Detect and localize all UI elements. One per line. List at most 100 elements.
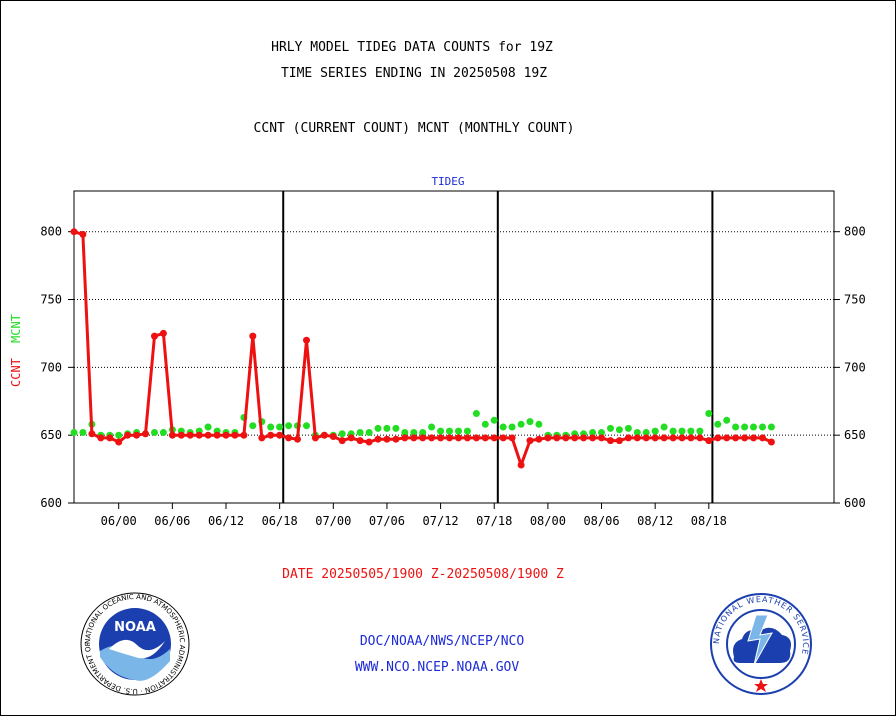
x-tick-label: 07/00: [315, 514, 351, 528]
chart-title-line2: TIME SERIES ENDING IN 20250508 19Z: [280, 66, 548, 81]
data-point-ccnt: [544, 434, 552, 442]
data-point-mcnt: [615, 426, 623, 434]
x-tick-label: 08/12: [637, 514, 673, 528]
website-link[interactable]: WWW.NCO.NCEP.NOAA.GOV: [354, 660, 520, 675]
data-point-mcnt: [410, 429, 418, 436]
data-point-ccnt: [687, 434, 695, 442]
data-point-ccnt: [669, 434, 677, 442]
data-point-mcnt: [723, 416, 731, 424]
data-point-ccnt: [696, 434, 704, 442]
org-path: DOC/NOAA/NWS/NCEP/NCO: [359, 634, 525, 649]
data-point-ccnt: [642, 434, 650, 442]
y-tick-label: 750: [844, 293, 866, 307]
data-point-ccnt: [759, 434, 766, 442]
data-point-mcnt: [455, 427, 462, 435]
data-point-ccnt: [472, 434, 480, 442]
data-point-ccnt: [589, 434, 597, 442]
y-tick-label: 750: [40, 293, 62, 307]
data-point-ccnt: [446, 434, 453, 442]
x-tick-label: 08/18: [691, 514, 727, 528]
data-point-mcnt: [633, 429, 641, 436]
data-point-ccnt: [705, 437, 713, 445]
data-point-ccnt: [508, 434, 516, 442]
y-tick-label: 650: [844, 428, 866, 442]
data-point-ccnt: [732, 434, 740, 442]
data-point-mcnt: [267, 423, 275, 431]
data-point-ccnt: [88, 430, 96, 438]
data-point-ccnt: [115, 438, 123, 446]
data-point-ccnt: [294, 435, 301, 443]
x-tick-label: 07/06: [369, 514, 405, 528]
data-point-mcnt: [419, 429, 427, 436]
data-point-ccnt: [383, 435, 391, 443]
data-point-ccnt: [151, 332, 158, 340]
data-point-mcnt: [651, 427, 659, 435]
data-point-ccnt: [526, 437, 534, 445]
data-point-ccnt: [347, 434, 355, 442]
data-point-mcnt: [660, 423, 668, 431]
data-point-mcnt: [589, 429, 597, 436]
y-tick-label: 600: [844, 496, 866, 510]
data-point-mcnt: [79, 429, 87, 436]
data-point-mcnt: [607, 424, 614, 432]
legend-description: CCNT (CURRENT COUNT) MCNT (MONTHLY COUNT…: [253, 121, 575, 136]
y-axis-label-ccnt: CCNT: [9, 358, 23, 387]
data-point-mcnt: [535, 420, 543, 428]
data-point-ccnt: [598, 434, 605, 442]
data-point-mcnt: [428, 423, 436, 431]
data-point-ccnt: [106, 434, 114, 442]
data-point-ccnt: [437, 434, 445, 442]
y-tick-label: 700: [40, 360, 62, 374]
x-tick-label: 06/06: [154, 514, 190, 528]
data-point-ccnt: [329, 433, 337, 440]
data-point-ccnt: [607, 437, 614, 445]
data-point-ccnt: [168, 431, 176, 439]
y-tick-label: 600: [40, 496, 62, 510]
noaa-logo-text: NOAA: [114, 620, 156, 635]
data-point-ccnt: [410, 434, 418, 442]
data-point-ccnt: [276, 431, 284, 439]
data-point-ccnt: [419, 434, 427, 442]
data-point-ccnt: [79, 230, 87, 238]
data-point-ccnt: [70, 228, 78, 236]
data-point-mcnt: [204, 423, 212, 431]
data-point-mcnt: [70, 429, 78, 436]
data-point-mcnt: [687, 427, 695, 435]
data-point-ccnt: [571, 434, 579, 442]
data-point-ccnt: [240, 431, 248, 439]
data-point-mcnt: [624, 424, 632, 432]
data-point-mcnt: [276, 423, 284, 431]
data-point-mcnt: [338, 430, 346, 438]
data-point-mcnt: [517, 420, 525, 428]
data-point-ccnt: [97, 434, 105, 442]
data-point-mcnt: [526, 418, 534, 426]
data-point-mcnt: [642, 429, 650, 436]
data-point-ccnt: [374, 435, 382, 443]
data-point-mcnt: [508, 423, 516, 431]
data-point-ccnt: [490, 434, 498, 442]
data-point-mcnt: [446, 427, 453, 435]
data-point-ccnt: [365, 438, 373, 446]
data-point-ccnt: [499, 434, 507, 442]
x-tick-label: 08/00: [530, 514, 566, 528]
data-point-ccnt: [195, 431, 203, 439]
data-point-mcnt: [732, 423, 740, 431]
data-point-mcnt: [714, 420, 722, 428]
x-tick-label: 07/12: [423, 514, 459, 528]
x-tick-label: 06/18: [262, 514, 298, 528]
data-point-mcnt: [115, 431, 123, 439]
data-point-mcnt: [437, 427, 445, 435]
data-point-ccnt: [624, 434, 632, 442]
data-point-mcnt: [750, 423, 757, 431]
data-point-mcnt: [678, 427, 686, 435]
y-tick-label: 800: [844, 225, 866, 239]
data-point-mcnt: [401, 429, 409, 436]
data-point-mcnt: [499, 423, 507, 431]
data-point-ccnt: [249, 332, 257, 340]
noaa-logo: NATIONAL OCEANIC AND ATMOSPHERIC ADMINIS…: [79, 591, 190, 696]
data-point-mcnt: [249, 422, 257, 430]
data-point-ccnt: [204, 431, 212, 439]
data-point-mcnt: [383, 424, 391, 432]
data-point-mcnt: [767, 423, 775, 431]
